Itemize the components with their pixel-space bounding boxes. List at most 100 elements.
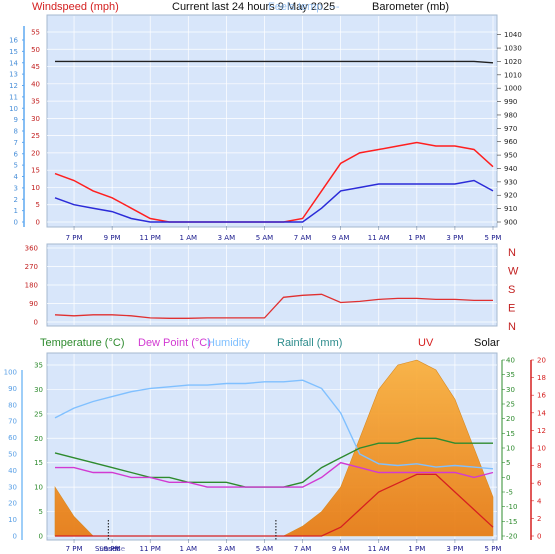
y-tick-label: 90 <box>29 300 38 308</box>
y-tick-label: 0 <box>506 474 510 482</box>
x-tick-label: 1 PM <box>408 234 425 242</box>
wind-xaxis: 7 PM 9 PM 11 PM 1 AM 3 AM 5 AM 7 AM 9 AM 11 AM 1 … <box>66 226 501 242</box>
x-tick-label: 9 PM <box>104 545 121 553</box>
y-tick-label: 80 <box>8 401 17 409</box>
feels-temp-label: Feels temp. --- <box>268 1 340 13</box>
y-tick-label: 270 <box>25 263 38 271</box>
legend-humidity: Humidity <box>207 337 250 349</box>
y-tick-label: 11 <box>9 93 18 101</box>
y-tick-label: 40 <box>8 467 17 475</box>
y-tick-label: -20 <box>506 533 517 541</box>
sunrise-label: Sunrise <box>99 545 125 553</box>
dewpoint-series-line <box>55 461 494 488</box>
y-tick-label: 900 <box>504 219 517 227</box>
x-tick-label: 11 PM <box>140 545 161 553</box>
compass-label: W <box>508 266 519 278</box>
temperature-yaxis: 0 5 10 15 20 25 30 35 <box>34 362 43 541</box>
y-tick-label: 10 <box>506 445 515 453</box>
legend-temperature: Temperature (°C) <box>40 337 124 349</box>
x-tick-label: 7 PM <box>66 234 83 242</box>
x-tick-label: 1 AM <box>180 234 198 242</box>
y-tick-label: 7 <box>14 139 18 147</box>
y-tick-label: 25 <box>34 410 43 418</box>
y-tick-label: 15 <box>31 167 40 175</box>
humidity-series-line <box>54 379 494 470</box>
wind-series <box>54 60 494 223</box>
y-tick-label: 60 <box>8 434 17 442</box>
x-tick-label: 9 PM <box>104 234 121 242</box>
y-tick-label: 30 <box>506 386 515 394</box>
y-tick-label: 980 <box>504 111 517 119</box>
y-tick-label: 10 <box>34 484 43 492</box>
y-tick-label: 0 <box>14 219 18 227</box>
x-tick-label: 7 PM <box>66 545 83 553</box>
y-tick-label: 1000 <box>504 85 522 93</box>
windspeed-series-line <box>54 179 494 223</box>
y-tick-label: 12 <box>9 82 18 90</box>
y-tick-label: 20 <box>537 357 546 365</box>
y-tick-label: -15 <box>506 518 517 526</box>
x-tick-label: 3 AM <box>218 545 236 553</box>
y-tick-label: 970 <box>504 125 517 133</box>
legend-solar: Solar <box>474 337 500 349</box>
y-tick-label: 25 <box>31 132 40 140</box>
x-tick-label: 9 AM <box>332 545 350 553</box>
barometer-yaxis: 900 910 920 930 940 950 960 970 980 990 1000 1010 10… <box>497 31 522 227</box>
y-tick-label: -10 <box>506 503 517 511</box>
y-tick-label: 16 <box>9 37 18 45</box>
temperature-xaxis: 7 PM 9 PM 11 PM 1 AM 3 AM 5 AM 7 AM 9 AM 11 AM 1 … <box>66 539 502 553</box>
y-tick-label: 40 <box>506 357 515 365</box>
y-tick-label: 5 <box>14 162 18 170</box>
y-tick-label: 920 <box>504 192 517 200</box>
y-tick-label: 1020 <box>504 58 522 66</box>
direction-gridlines <box>47 245 497 325</box>
y-tick-label: 2 <box>537 515 541 523</box>
compass-label: S <box>508 284 515 296</box>
x-tick-label: 3 PM <box>446 545 463 553</box>
y-tick-label: 20 <box>31 149 40 157</box>
y-tick-label: 13 <box>9 71 18 79</box>
y-tick-label: 20 <box>34 435 43 443</box>
y-tick-label: 5 <box>506 459 510 467</box>
y-tick-label: 950 <box>504 152 517 160</box>
y-tick-label: 14 <box>9 59 18 67</box>
temperature-series <box>54 359 494 540</box>
y-tick-label: 1030 <box>504 45 522 53</box>
y-tick-label: 55 <box>31 29 40 37</box>
barometer-header: Barometer (mb) <box>372 1 449 13</box>
y-tick-label: 990 <box>504 98 517 106</box>
uv-yaxis: 0 2 4 6 8 10 12 14 16 18 20 <box>531 357 546 541</box>
y-tick-label: 5 <box>36 201 40 209</box>
y-tick-label: 15 <box>34 459 43 467</box>
legend-rainfall: Rainfall (mm) <box>277 337 342 349</box>
y-tick-label: 30 <box>34 386 43 394</box>
direction-yaxis: 0 90 180 270 360 <box>25 245 38 327</box>
y-tick-label: 50 <box>8 451 17 459</box>
y-tick-label: 0 <box>13 533 17 541</box>
y-tick-label: 6 <box>14 150 19 158</box>
x-tick-label: 1 PM <box>408 545 425 553</box>
x-tick-label: 5 PM <box>485 545 502 553</box>
humidity-yaxis: 0 10 20 30 40 50 60 70 80 90 100 <box>4 369 17 541</box>
y-tick-label: 14 <box>537 409 546 417</box>
y-tick-label: 3 <box>14 184 18 192</box>
y-tick-label: 960 <box>504 138 517 146</box>
chart-title: Current last 24 hours 9 May 2025 <box>172 1 335 13</box>
y-tick-label: 40 <box>31 80 40 88</box>
y-tick-label: 35 <box>34 362 43 370</box>
y-tick-label: 0 <box>34 319 38 327</box>
y-tick-label: 30 <box>8 483 17 491</box>
y-tick-label: 2 <box>14 196 18 204</box>
y-tick-label: 20 <box>506 415 515 423</box>
sunset-label: Sunset <box>95 545 119 553</box>
y-tick-label: 10 <box>537 445 546 453</box>
compass-label: N <box>508 321 516 333</box>
y-tick-label: 25 <box>506 401 515 409</box>
y-tick-label: -5 <box>506 489 513 497</box>
compass-label: E <box>508 303 515 315</box>
legend-uv: UV <box>418 337 434 349</box>
y-tick-label: 10 <box>31 184 40 192</box>
windspeed-header: Windspeed (mph) <box>32 1 119 13</box>
